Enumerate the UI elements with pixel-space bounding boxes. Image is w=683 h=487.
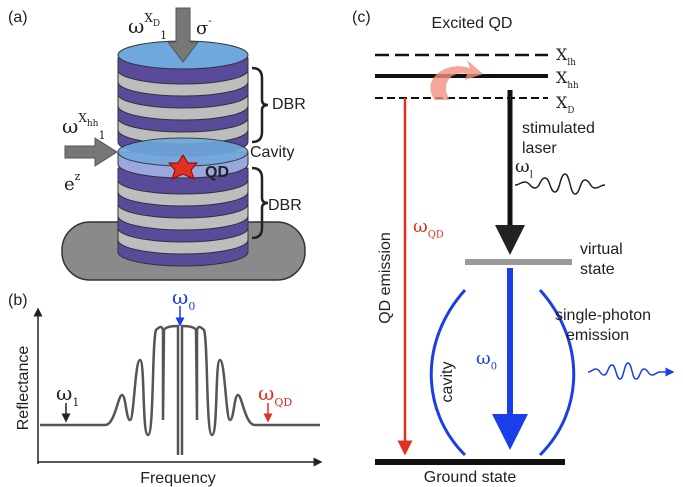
symbol-part: ω: [413, 216, 428, 237]
symbol-part: 0: [491, 361, 497, 372]
symbol-part: ω: [172, 285, 188, 309]
symbol: ωQD: [413, 216, 444, 240]
label: single-photon: [555, 307, 651, 324]
panel-label: (a): [8, 9, 28, 26]
level-label: XD: [556, 93, 574, 116]
symbol-part: -: [208, 14, 212, 27]
label: QD: [205, 164, 229, 181]
label: DBR: [268, 197, 302, 214]
symbol-part: 0: [188, 300, 195, 313]
panel-label: (c): [352, 9, 371, 26]
level-label: Xhh: [556, 68, 579, 91]
label: Reflectance: [15, 346, 32, 431]
symbol-part: ω: [56, 381, 72, 405]
symbol: ω1: [56, 381, 79, 409]
symbol-part: z: [75, 170, 81, 183]
label: QD emission: [377, 232, 394, 324]
symbol-part: 1: [72, 396, 79, 409]
symbol: ω0: [476, 348, 497, 372]
symbol-part: ω: [128, 14, 144, 38]
label: Excited QD: [432, 15, 513, 32]
symbol-part: l: [530, 169, 533, 180]
symbol-part: ω: [476, 348, 491, 369]
symbol-part: X: [144, 11, 153, 25]
symbol: ω0: [172, 285, 195, 313]
label: stimulated: [522, 120, 595, 137]
symbol: ez: [64, 170, 81, 195]
label: cavity: [439, 362, 456, 403]
label: DBR: [272, 96, 306, 113]
micropillar: [61, 7, 306, 281]
label: Frequency: [140, 470, 216, 487]
symbol-part: σ: [196, 18, 208, 39]
label: laser: [522, 140, 557, 157]
symbol: σ-: [196, 14, 212, 39]
symbol-part: 1: [98, 129, 105, 142]
symbol-part: X: [78, 111, 87, 125]
symbol-part: QD: [428, 229, 444, 240]
symbol-part: 1: [160, 29, 167, 42]
symbol: ωl: [515, 156, 533, 180]
label: emission: [566, 327, 629, 344]
symbol-part: QD: [274, 396, 292, 409]
label: Cavity: [250, 144, 294, 161]
label: virtual: [580, 241, 623, 258]
energy-diagram: [375, 53, 675, 465]
symbol: ωXhh1: [62, 111, 105, 142]
symbol-part: X: [556, 68, 568, 87]
symbol-part: D: [567, 106, 574, 116]
symbol-part: ω: [515, 156, 530, 177]
panel-label: (b): [8, 292, 28, 309]
symbol-part: D: [153, 19, 160, 29]
label: state: [580, 261, 615, 278]
symbol: ωXD1: [128, 11, 167, 42]
symbol-part: ω: [62, 114, 78, 138]
symbol-part: e: [64, 174, 75, 195]
symbol-part: ω: [258, 381, 274, 405]
symbol-part: hh: [87, 119, 99, 129]
level-label: Xlh: [556, 45, 576, 68]
symbol-part: hh: [567, 81, 579, 91]
symbol-part: X: [556, 93, 568, 112]
label: Ground state: [424, 469, 517, 486]
reflectance-plot: [33, 306, 323, 467]
symbol-part: lh: [567, 58, 576, 68]
symbol: ωQD: [258, 381, 292, 409]
symbol-part: X: [556, 45, 568, 64]
